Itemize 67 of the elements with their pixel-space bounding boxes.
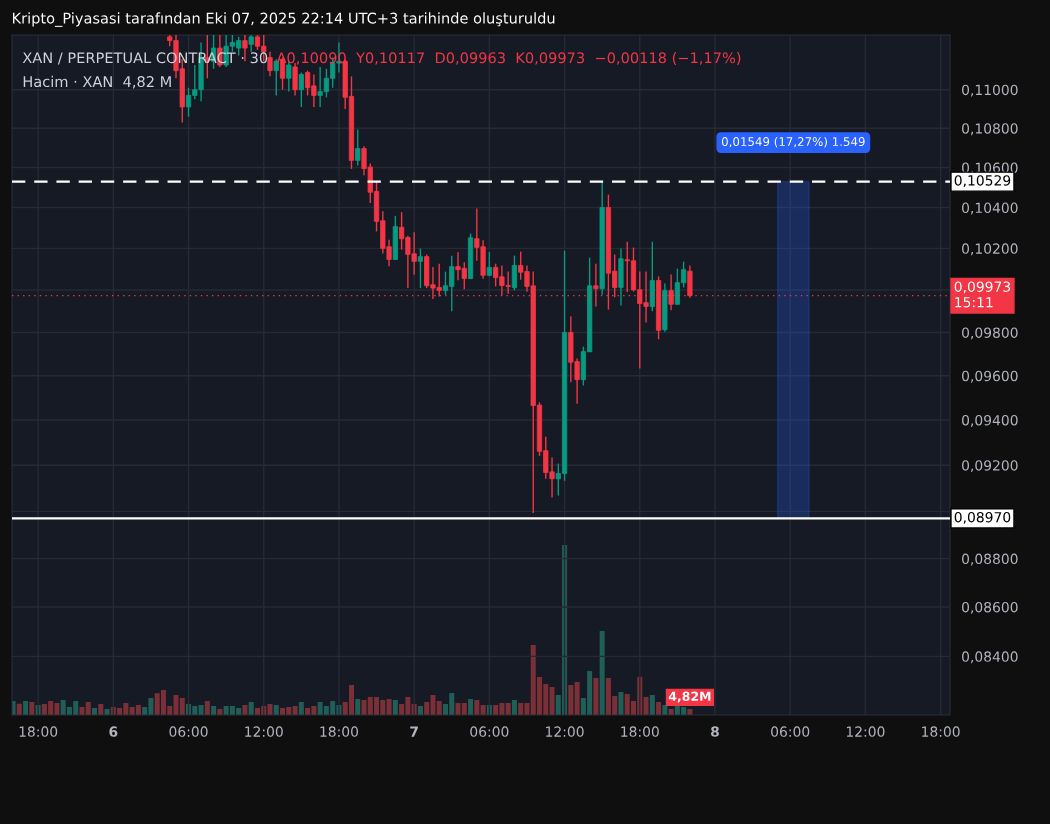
y-tick-label: 0,09800: [962, 327, 1018, 340]
bar: [242, 705, 248, 715]
y-tick-label: 0,08400: [962, 651, 1018, 664]
x-tick-label: 18:00: [320, 726, 359, 737]
ref-line-label: 0,08970: [954, 511, 1011, 524]
bar: [549, 687, 555, 715]
text: Kripto_Piyasasi tarafından Eki 07, 2025 22:14 UTC+3 tarihinde oluşturuldu: [12, 12, 555, 27]
candlestick: [355, 128, 361, 167]
bar: [593, 678, 599, 715]
bar: [204, 701, 210, 715]
bar: [618, 692, 624, 715]
bar: [468, 699, 474, 715]
x-tick-label: 06:00: [771, 726, 810, 737]
bar: [574, 682, 580, 715]
bar: [568, 685, 574, 715]
annotation: Hacim · XAN 4,82 M: [23, 75, 171, 89]
y-tick-label: 0,10200: [962, 243, 1018, 256]
bar: [392, 700, 398, 715]
y-tick-label: 0,08800: [962, 553, 1018, 566]
bar: [643, 697, 649, 715]
bar: [436, 701, 442, 715]
bar: [273, 705, 279, 715]
bar: [298, 702, 304, 715]
x-tick-label: 06:00: [470, 726, 509, 737]
x-tick-label: 8: [710, 726, 719, 737]
bar: [248, 702, 254, 715]
candlestick: [417, 247, 424, 289]
x-tick-label: 6: [109, 726, 118, 737]
x-tick-label: 18:00: [922, 726, 960, 737]
x-tick-label: 12:00: [245, 726, 283, 737]
bar: [474, 700, 480, 715]
bar: [599, 631, 605, 715]
bar: [505, 703, 511, 715]
bar: [386, 699, 392, 715]
y-tick-label: 0,10400: [962, 202, 1018, 215]
bar: [355, 699, 361, 715]
candlestick: [486, 251, 492, 278]
y-tick-label: 0,09400: [962, 414, 1018, 427]
x-tick-label: 06:00: [169, 726, 208, 737]
candlestick: [511, 254, 518, 292]
bar: [198, 705, 204, 715]
y-tick-label: 0,10800: [962, 123, 1018, 136]
bar: [480, 705, 486, 715]
y-tick-label: 0,11000: [962, 84, 1018, 97]
text: A0,10090 Y0,10117 D0,09963 K0,09973 −0,00118 (−1,17%): [276, 52, 741, 65]
x-tick-label: 12:00: [546, 726, 584, 737]
candlestick: [298, 71, 304, 108]
x-tick-label: 7: [410, 726, 418, 737]
x-tick-label: 18:00: [19, 726, 58, 737]
y-tick-label: 0,10600: [962, 162, 1018, 175]
y-tick-label: 0,09200: [962, 460, 1018, 473]
ref-line-label: 0,10529: [954, 175, 1011, 188]
bar: [649, 695, 655, 715]
ref-line-label: 0,09973 15:11: [954, 281, 1011, 308]
bar: [85, 702, 91, 715]
candlestick: [267, 51, 273, 78]
bar: [656, 702, 662, 715]
y-tick-label: 0,08600: [962, 601, 1018, 614]
annotation: 0,01549 (17,27%) 1.549: [721, 136, 865, 148]
bar: [29, 702, 35, 715]
bar: [23, 701, 29, 715]
bar: [511, 700, 517, 715]
y-tick-label: 0,09600: [962, 370, 1018, 383]
x-tick-label: 18:00: [621, 726, 659, 737]
x-tick-label: 12:00: [846, 726, 885, 737]
bar: [98, 704, 104, 715]
data-label: 4,82M: [668, 691, 711, 703]
